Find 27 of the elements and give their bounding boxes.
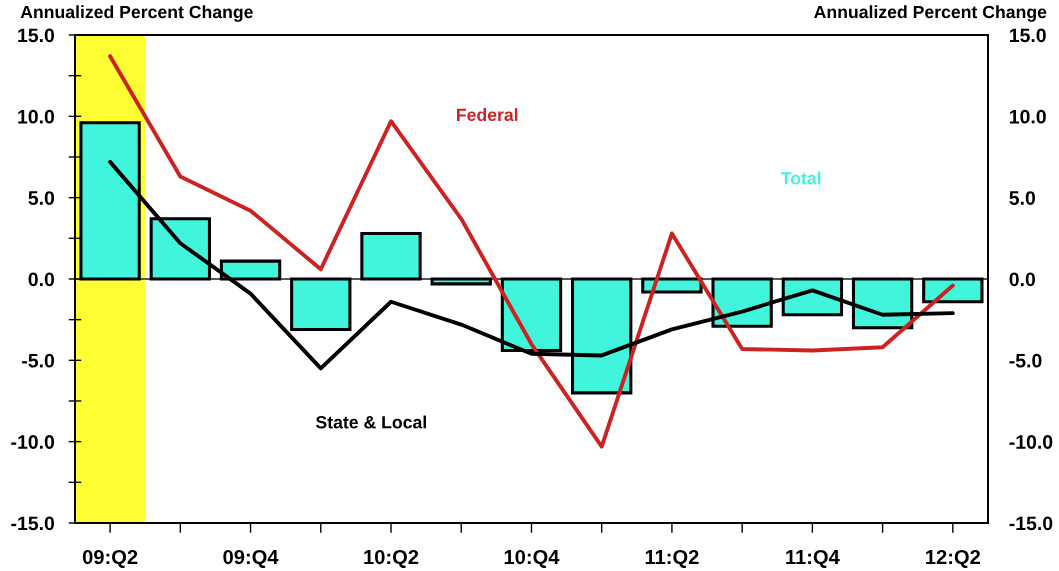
text: Federal <box>457 108 518 122</box>
y2-tick-label: 15.0 <box>1010 28 1046 43</box>
y-tick-label: 5.0 <box>28 191 55 205</box>
y2-tick-label: 10.0 <box>1010 109 1046 124</box>
x-tick-label: 10:Q2 <box>364 549 419 568</box>
x-tick-label: 11:Q2 <box>645 549 699 568</box>
y2-tick-label: -5.0 <box>1009 353 1042 368</box>
x-tick-label: 09:Q4 <box>223 549 279 568</box>
text: Total <box>780 171 821 185</box>
y-tick-label: -10.0 <box>11 435 55 449</box>
x-tick-label: 09:Q2 <box>82 549 138 568</box>
x-tick-label: 12:Q2 <box>926 549 981 568</box>
y-tick-label: 0.0 <box>28 272 55 287</box>
y-tick-label: 10.0 <box>18 109 55 124</box>
line-series <box>108 54 955 449</box>
y2-tick-label: -10.0 <box>1009 435 1053 449</box>
y-tick-label: 15.0 <box>18 28 55 43</box>
x-tick-label: 10:Q4 <box>504 549 560 568</box>
y2-tick-label: 5.0 <box>1009 191 1036 205</box>
y-axis-title: Annualized Percent Change <box>20 5 253 22</box>
y-tick-label: -5.0 <box>22 353 55 368</box>
y-tick-label: -15.0 <box>11 516 55 531</box>
text: State & Local <box>315 415 426 429</box>
x-tick-label: 11:Q4 <box>786 549 840 568</box>
y2-tick-label: -15.0 <box>1009 516 1053 531</box>
y2-tick-label: 0.0 <box>1009 272 1036 287</box>
y2-axis-title: Annualized Percent Change <box>814 5 1047 22</box>
